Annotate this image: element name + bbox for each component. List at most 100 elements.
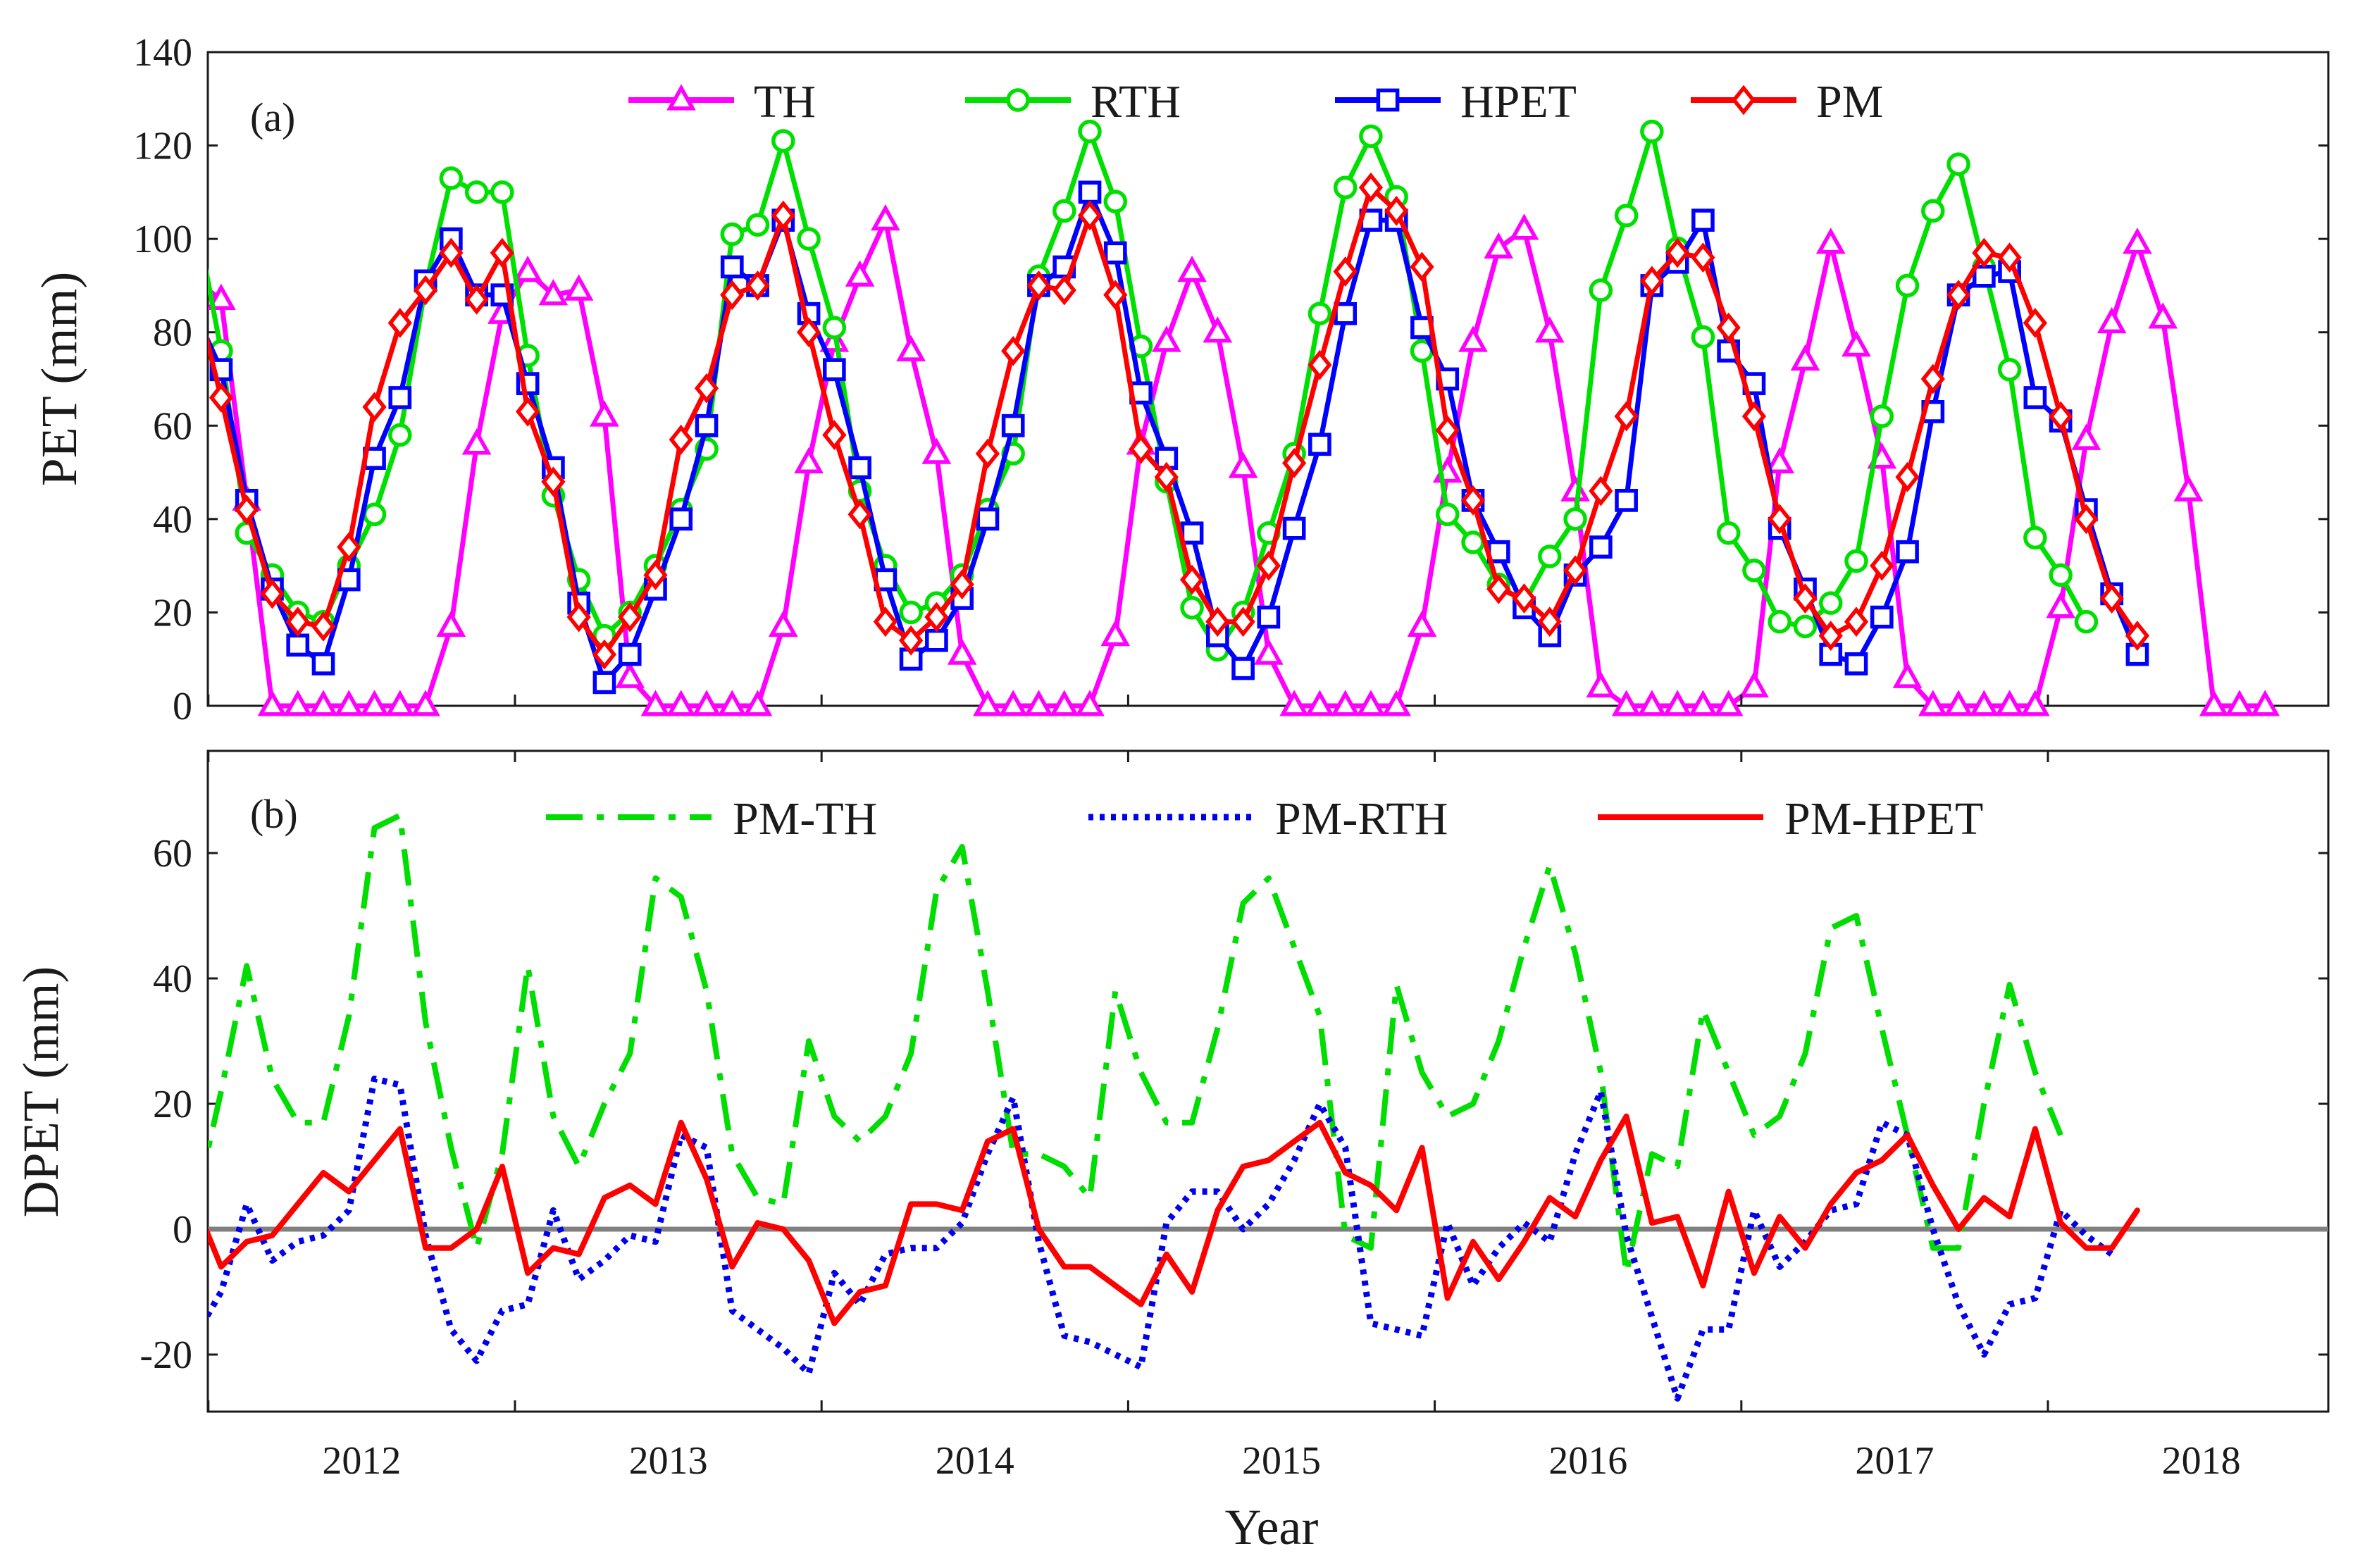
marker-th [794,447,824,473]
marker-rth [822,316,847,340]
marker-th [2148,302,2178,329]
panel-a-y-tick-label: 140 [133,31,192,75]
x-tick-label-2013: 2013 [629,1439,708,1483]
marker-th [871,204,900,231]
marker-th [1790,344,1820,371]
line-pm-rth [208,1075,2114,1402]
x-tick-label-2016: 2016 [1548,1439,1627,1483]
marker-th [309,690,338,716]
panel-a-y-tick-label: 120 [133,125,192,168]
marker-rth [1435,502,1460,526]
panel-b-series [208,812,2140,1402]
line-rth [208,129,2089,652]
marker-pm [1486,573,1511,604]
marker-hpet [1257,605,1281,629]
marker-th [436,610,466,637]
marker-th [1049,690,1079,716]
panel-a-legend: TH RTH HPET PM [628,76,1883,127]
marker-th [640,690,671,716]
panel-b-label: (b) [250,791,298,837]
marker-pm [1308,349,1332,380]
marker-th [2250,690,2280,716]
marker-pm [924,602,949,633]
x-tick-label-2018: 2018 [2162,1439,2241,1483]
marker-rth [745,213,770,237]
marker-rth [1870,404,1894,428]
marker-rth [1844,549,1868,573]
marker-rth [464,180,489,204]
marker-pm [1844,606,1869,637]
marker-th [1228,452,1258,478]
marker-pm [1231,606,1255,637]
marker-rth [1538,545,1562,568]
panel-a-y-tick-label: 20 [153,591,192,635]
marker-rth [1308,301,1332,325]
marker-th [768,610,798,637]
marker-th [1969,690,1999,716]
marker-pm [1716,312,1741,343]
marker-rth [1359,124,1383,149]
panel-b-legend: PM-TH PM-RTH PM-HPET [546,793,1983,845]
panel-b-frame [206,749,2330,1413]
marker-pm [1997,242,2022,273]
marker-th [282,690,313,716]
marker-pm [1870,550,1894,581]
marker-pm [873,606,898,637]
marker-pm [2125,621,2150,651]
marker-th [590,400,619,427]
marker-hpet [848,456,871,480]
marker-rth [1716,521,1741,545]
marker-rth [1103,189,1128,213]
x-tick-label-2015: 2015 [1242,1439,1321,1483]
marker-th [998,690,1029,716]
marker-hpet [1870,605,1894,629]
marker-pm [694,373,719,404]
marker-hpet [286,633,310,657]
marker-th [1713,690,1744,716]
marker-rth [1921,199,1945,223]
legend-marker-th [666,84,696,111]
marker-th [1663,690,1692,716]
marker-th [1688,690,1718,716]
marker-pm [1920,363,1945,394]
marker-th [615,661,645,688]
marker-rth [1563,507,1587,531]
panel-b-y-tick-label: 20 [153,1083,192,1126]
marker-pm [950,569,974,600]
marker-hpet [1001,413,1025,437]
marker-pm [387,308,412,338]
marker-pm [1179,564,1205,595]
marker-hpet [925,628,948,652]
legend-label-rth: RTH [1091,76,1181,127]
marker-pm [822,420,847,450]
marker-hpet [720,255,744,279]
marker-hpet [1231,657,1255,680]
legend-label-pm: PM [1816,76,1883,127]
marker-hpet [1896,540,1919,564]
marker-th [208,283,236,310]
panel-b-y-ticks: -20 0 20 40 60 [139,832,2328,1377]
marker-pm [975,438,1000,469]
marker-pm [260,578,285,609]
marker-th [1918,690,1948,716]
marker-pm [285,606,310,637]
panel-a-label: (a) [250,94,295,140]
marker-th [1203,316,1233,343]
marker-rth [899,600,923,625]
marker-pm [1001,335,1026,366]
marker-th [1586,671,1616,698]
marker-pm [1333,256,1358,287]
panel-b-y-tick-label: 0 [173,1208,192,1252]
marker-th [2123,228,2152,254]
marker-rth [2049,563,2073,587]
marker-pm [1563,555,1588,586]
marker-hpet [618,642,642,666]
marker-hpet [1615,488,1638,512]
marker-th [717,690,747,716]
marker-th [1509,213,1539,240]
marker-th [513,255,542,282]
marker-th [1484,232,1514,259]
marker-pm [516,396,540,427]
marker-pm [362,392,387,423]
